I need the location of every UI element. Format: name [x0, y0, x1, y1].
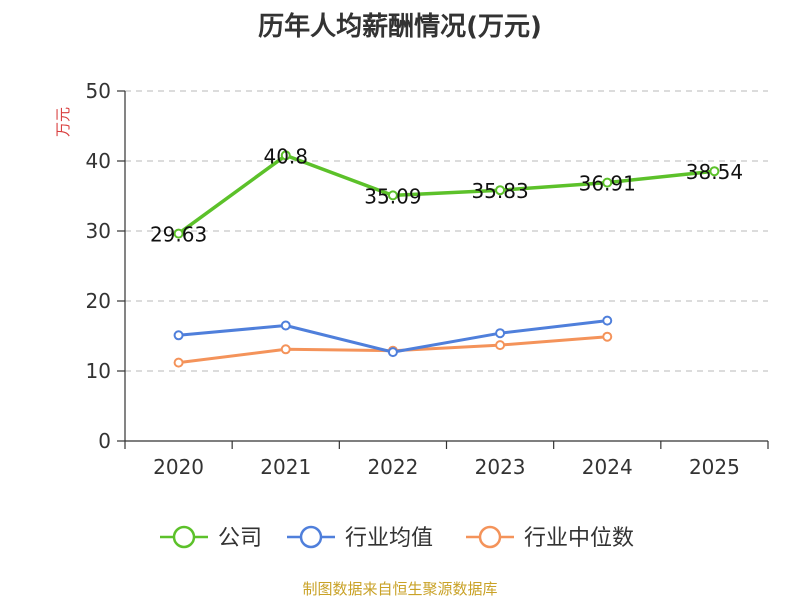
x-tick-label: 2022: [367, 455, 418, 479]
y-axis-label: 万元: [54, 107, 72, 137]
data-label: 35.83: [471, 179, 528, 203]
x-tick-label: 2021: [260, 455, 311, 479]
axes: 0 10 20 30 40 50 2020 2021 2022 2023 2024 2025: [86, 79, 769, 479]
legend-swatch-marker: [478, 525, 502, 549]
legend-label: 行业均值: [345, 526, 433, 551]
x-tick-label: 2025: [689, 455, 740, 479]
data-label: 29.63: [150, 223, 207, 247]
legend-item[interactable]: 行业中位数: [466, 525, 634, 551]
data-point: [173, 357, 184, 368]
legend-label: 行业中位数: [524, 526, 634, 551]
data-label: 38.54: [686, 160, 743, 184]
legend-swatch-marker: [299, 525, 323, 549]
x-tick-label: 2023: [475, 455, 526, 479]
legend-item[interactable]: 行业均值: [287, 525, 433, 551]
legend[interactable]: 公司 行业均值 行业中位数: [160, 525, 634, 551]
y-tick-label: 20: [86, 289, 111, 313]
data-point: [173, 228, 184, 239]
series: [173, 150, 720, 368]
data-point: [602, 331, 613, 342]
data-point: [709, 166, 720, 177]
series-line: [177, 153, 715, 236]
y-tick-label: 0: [98, 429, 111, 453]
data-point: [495, 340, 506, 351]
data-label: 40.8: [263, 144, 308, 168]
data-point: [602, 315, 613, 326]
source-note: 制图数据来自恒生聚源数据库: [302, 580, 498, 598]
data-label: 36.91: [579, 172, 636, 196]
data-point: [280, 150, 291, 161]
chart-title: 历年人均薪酬情况(万元): [258, 12, 542, 42]
legend-item[interactable]: 公司: [160, 525, 262, 551]
y-tick-label: 10: [86, 359, 111, 383]
legend-label: 公司: [218, 526, 262, 551]
data-point: [280, 344, 291, 355]
data-point: [387, 347, 398, 358]
y-tick-label: 30: [86, 219, 111, 243]
x-tick-label: 2020: [153, 455, 204, 479]
data-point: [280, 320, 291, 331]
data-label: 35.09: [364, 184, 421, 208]
data-point: [387, 190, 398, 201]
y-tick-label: 50: [86, 79, 111, 103]
data-point: [173, 330, 184, 341]
data-point: [495, 328, 506, 339]
data-point: [495, 185, 506, 196]
y-tick-label: 40: [86, 149, 111, 173]
legend-swatch-marker: [172, 525, 196, 549]
grid: [125, 90, 768, 372]
data-labels: 29.63 40.8 35.09 35.83 36.91 38.54: [150, 144, 743, 246]
data-point: [602, 177, 613, 188]
x-tick-label: 2024: [582, 455, 633, 479]
